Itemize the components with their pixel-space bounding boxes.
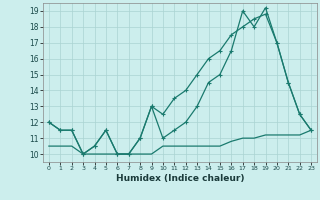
X-axis label: Humidex (Indice chaleur): Humidex (Indice chaleur): [116, 174, 244, 183]
